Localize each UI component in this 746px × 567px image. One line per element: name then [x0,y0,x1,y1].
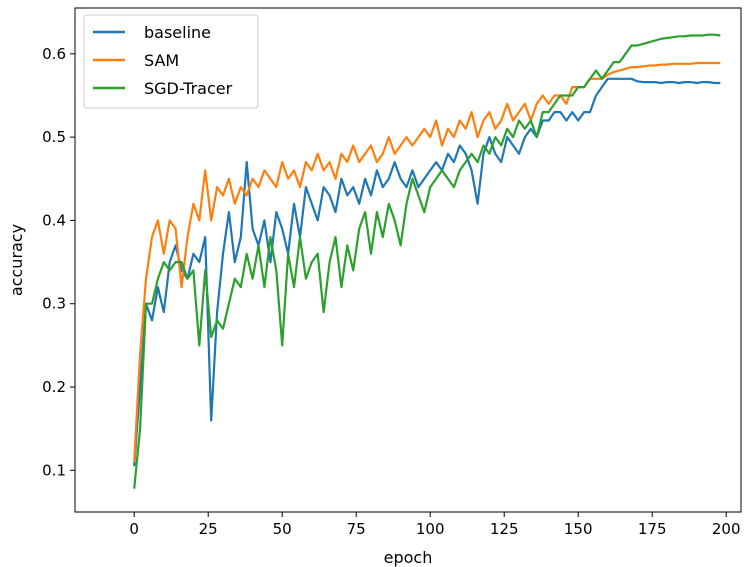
x-tick-label: 0 [129,520,139,538]
x-axis-ticks: 0 25 50 75 100 125 150 175 200 [129,512,741,538]
x-tick-label: 150 [564,520,593,538]
legend: baseline SAM SGD-Tracer [83,14,259,109]
plot-lines [133,33,721,489]
legend-label-sgd-tracer: SGD-Tracer [144,79,233,98]
y-axis-ticks: 0.1 0.2 0.3 0.4 0.5 0.6 [42,45,75,479]
x-tick-label: 50 [273,520,292,538]
y-axis-title: accuracy [7,224,26,296]
series-line-sam [133,61,721,463]
x-tick-label: 200 [712,520,741,538]
y-tick-label: 0.3 [42,295,66,313]
legend-label-baseline: baseline [144,23,211,42]
y-tick-label: 0.5 [42,128,66,146]
series-line-baseline [133,77,721,467]
plot-frame [74,7,742,513]
x-tick-label: 125 [490,520,519,538]
x-tick-label: 25 [199,520,218,538]
legend-label-sam: SAM [144,51,179,70]
y-tick-label: 0.1 [42,461,66,479]
series-line-sgd-tracer [133,33,721,489]
y-tick-label: 0.2 [42,378,66,396]
y-tick-label: 0.4 [42,211,66,229]
y-tick-label: 0.6 [42,45,66,63]
x-tick-label: 100 [416,520,445,538]
x-axis-title: epoch [384,548,433,567]
legend-box [83,14,259,109]
x-tick-label: 75 [347,520,366,538]
x-tick-label: 175 [638,520,667,538]
